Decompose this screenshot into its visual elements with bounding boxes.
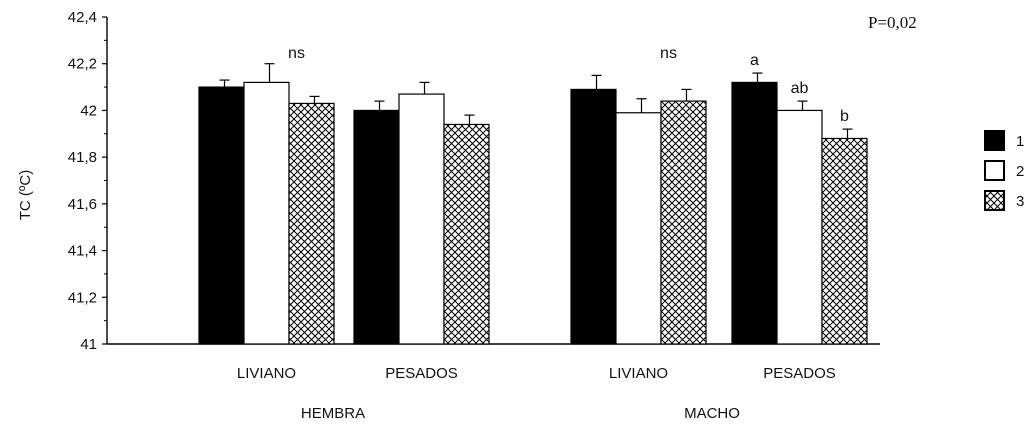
y-tick-label: 42: [80, 102, 97, 119]
legend-swatch-3: [984, 190, 1005, 211]
legend-label: 3: [1016, 193, 1024, 210]
legend-label: 2: [1016, 163, 1024, 180]
y-ticks: 42,4 42,2 42 41,8 41,6 41,4 41,2 41: [68, 9, 107, 353]
bars: [198, 81, 868, 345]
x-category-label: LIVIANO: [237, 365, 296, 382]
bar-macho-liviano-1: [570, 88, 617, 345]
y-tick-label: 42,2: [68, 56, 97, 73]
significance-letter: ab: [791, 80, 809, 97]
y-tick-label: 41,6: [68, 196, 97, 213]
significance-letter: b: [840, 108, 849, 125]
error-bars: [219, 63, 853, 139]
x-group-label: MACHO: [684, 405, 740, 422]
bar-hembra-liviano-3: [288, 102, 335, 345]
y-tick-label: 41,8: [68, 149, 97, 166]
bar-macho-pesados-2: [776, 109, 823, 345]
legend-swatch-2: [984, 160, 1005, 181]
bar-hembra-liviano-1: [198, 86, 245, 345]
bar-hembra-pesados-3: [443, 123, 490, 345]
legend-label: 1: [1016, 133, 1024, 150]
legend: 1 2 3: [984, 130, 1024, 211]
y-tick-label: 41,2: [68, 289, 97, 306]
labels: ns LIVIANO PESADOS HEMBRA ns LIVIANO a ab b PESAD…: [237, 45, 849, 422]
legend-swatch-1: [984, 130, 1005, 151]
y-tick-label: 42,4: [68, 9, 97, 26]
y-axis-label: TC (ºC): [17, 170, 34, 220]
bar-macho-pesados-3: [821, 137, 868, 345]
bar-hembra-liviano-2: [243, 81, 290, 345]
bar-macho-liviano-3: [660, 100, 707, 345]
bar-macho-pesados-1: [731, 81, 778, 345]
x-group-label: HEMBRA: [301, 405, 365, 422]
bar-macho-liviano-2: [615, 112, 662, 345]
x-category-label: PESADOS: [385, 365, 458, 382]
annotation-ns: ns: [288, 45, 305, 62]
annotation-ns: ns: [660, 45, 677, 62]
y-tick-label: 41: [80, 336, 97, 353]
p-value-label: P=0,02: [868, 13, 917, 32]
significance-letter: a: [750, 52, 759, 69]
x-category-label: LIVIANO: [609, 365, 668, 382]
bar-hembra-pesados-2: [398, 93, 445, 345]
y-tick-label: 41,4: [68, 243, 97, 260]
bar-hembra-pesados-1: [353, 109, 400, 345]
x-category-label: PESADOS: [763, 365, 836, 382]
